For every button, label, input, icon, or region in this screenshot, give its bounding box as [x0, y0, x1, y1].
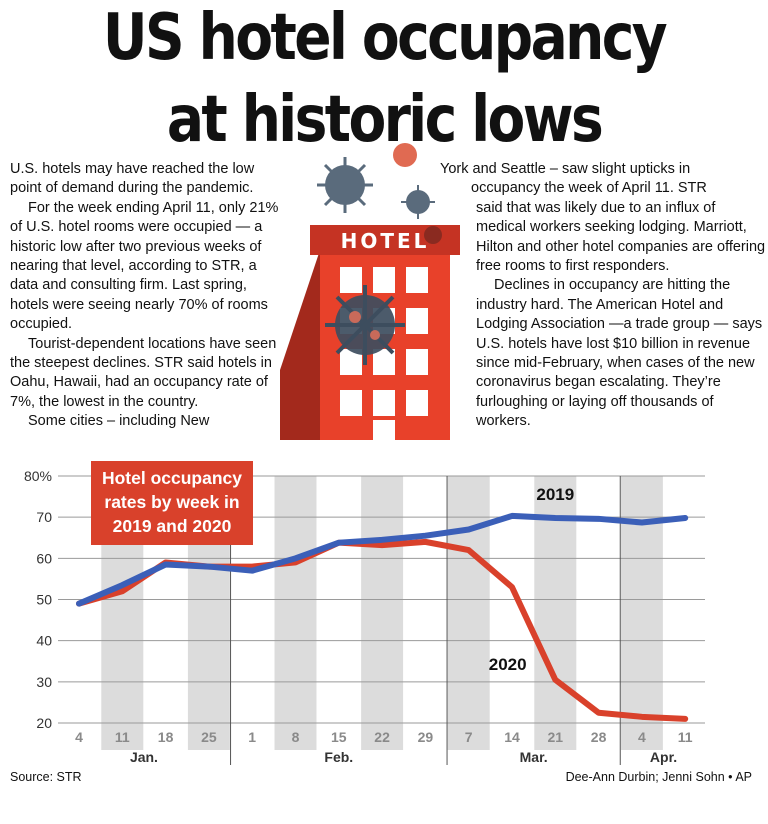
article-paragraph: Some cities – including New	[28, 413, 210, 430]
week-band	[361, 476, 404, 750]
headline-line-1: US hotel occupancy	[102, 1, 668, 75]
week-band	[534, 476, 577, 750]
chart-title-line: 2019 and 2020	[112, 516, 232, 536]
hotel-door	[373, 420, 395, 440]
y-tick-label: 40	[36, 633, 52, 649]
virus-icon	[401, 185, 435, 219]
series-line-2019	[76, 512, 689, 607]
x-tick-label: 4	[75, 729, 83, 745]
month-label: Mar.	[520, 749, 548, 765]
y-tick-label: 80%	[24, 468, 52, 484]
article-paragraph: Declines in occupancy are hitting the in…	[476, 277, 763, 430]
x-tick-label: 18	[158, 729, 174, 745]
y-tick-label: 60	[36, 550, 52, 566]
x-tick-label: 4	[638, 729, 646, 745]
week-band	[447, 476, 490, 750]
x-tick-label: 21	[548, 729, 564, 745]
article-paragraph: Tourist-dependent locations have seen th…	[10, 335, 277, 410]
virus-icon	[317, 157, 373, 213]
y-tick-label: 30	[36, 674, 52, 690]
article-left-column: U.S. hotels may have reached the low poi…	[10, 160, 285, 432]
x-tick-label: 28	[591, 729, 607, 745]
article-wrap-line: York and Seattle – saw slight upticks in	[440, 161, 691, 177]
hotel-windows	[340, 267, 428, 416]
article-paragraph: U.S. hotels may have reached the low poi…	[10, 161, 255, 197]
y-tick-label: 70	[36, 509, 52, 525]
x-tick-label: 11	[678, 729, 693, 745]
month-label: Jan.	[130, 749, 158, 765]
y-tick-label: 50	[36, 592, 52, 608]
virus-blob-icon	[424, 226, 442, 244]
article-wrap-line: occupancy the week of April 11. STR	[471, 180, 707, 197]
y-tick-label: 20	[36, 715, 52, 731]
month-label: Apr.	[650, 749, 677, 765]
month-label: Feb.	[324, 749, 353, 765]
x-tick-label: 1	[248, 729, 256, 745]
credit-line: Dee-Ann Durbin; Jenni Sohn • AP	[565, 770, 752, 784]
virus-icon	[325, 285, 405, 365]
series-label-2019: 2019	[536, 485, 574, 504]
x-tick-label: 22	[374, 729, 390, 745]
chart-title-box: Hotel occupancy rates by week in 2019 an…	[91, 461, 253, 545]
x-tick-label: 29	[418, 729, 434, 745]
article-paragraph: said that was likely due to an influx of…	[476, 199, 766, 275]
x-tick-label: 7	[465, 729, 473, 745]
headline-line-2: at historic lows	[166, 83, 604, 157]
virus-blob-icon	[393, 143, 417, 167]
x-tick-label: 25	[201, 729, 217, 745]
x-tick-label: 11	[115, 729, 130, 745]
chart-title-line: Hotel occupancy	[101, 468, 243, 488]
building-shadow	[280, 235, 325, 440]
source-note: Source: STR	[10, 770, 82, 784]
series-label-2020: 2020	[489, 655, 527, 674]
week-band	[274, 476, 317, 750]
hotel-sign-text: HOTEL	[341, 229, 430, 253]
x-tick-label: 14	[504, 729, 520, 745]
x-tick-label: 8	[292, 729, 300, 745]
article-right-column: York and Seattle – saw slight upticks in…	[440, 160, 766, 432]
hotel-virus-illustration: HOTEL	[280, 143, 460, 440]
x-tick-label: 15	[331, 729, 347, 745]
article-paragraph: For the week ending April 11, only 21% o…	[10, 199, 279, 333]
chart-title-line: rates by week in	[104, 492, 240, 512]
